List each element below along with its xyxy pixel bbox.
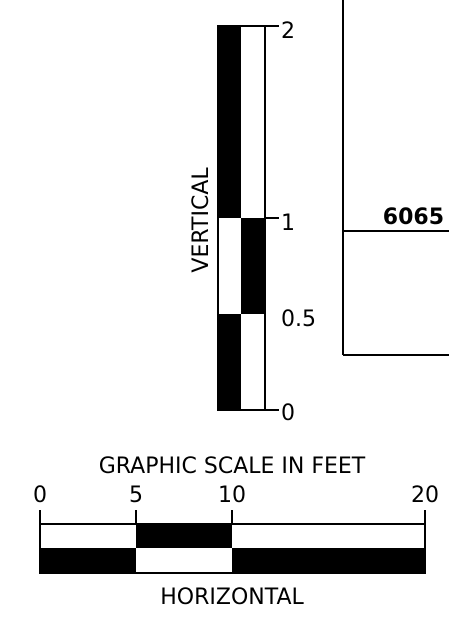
section-profile: 6065 (342, 0, 449, 356)
horizontal-tick-label-20: 20 (411, 483, 439, 508)
vertical-scale-bar-right-middle (241, 218, 265, 314)
elevation-label: 6065 (383, 205, 444, 230)
horizontal-scale: GRAPHIC SCALE IN FEET 0 5 10 20 HORIZONT… (33, 454, 439, 610)
vertical-scale: 2 1 0.5 0 VERTICAL (189, 19, 316, 426)
horizontal-scale-bar-top-middle (136, 524, 232, 548)
horizontal-scale-bar-bottom-left (40, 548, 136, 573)
horizontal-scale-caption: HORIZONTAL (160, 585, 304, 610)
vertical-tick-label-1: 1 (281, 211, 295, 236)
horizontal-tick-label-0: 0 (33, 483, 47, 508)
vertical-scale-bar-left-lower (218, 314, 241, 410)
vertical-tick-label-0: 0 (281, 401, 295, 426)
horizontal-scale-title: GRAPHIC SCALE IN FEET (99, 454, 366, 479)
vertical-tick-label-2: 2 (281, 19, 295, 44)
vertical-tick-label-0.5: 0.5 (281, 307, 316, 332)
vertical-scale-bar-left-upper (218, 26, 241, 218)
horizontal-tick-label-5: 5 (129, 483, 143, 508)
vertical-scale-caption: VERTICAL (189, 167, 214, 273)
horizontal-tick-label-10: 10 (218, 483, 246, 508)
horizontal-scale-bar-bottom-right (232, 548, 425, 573)
